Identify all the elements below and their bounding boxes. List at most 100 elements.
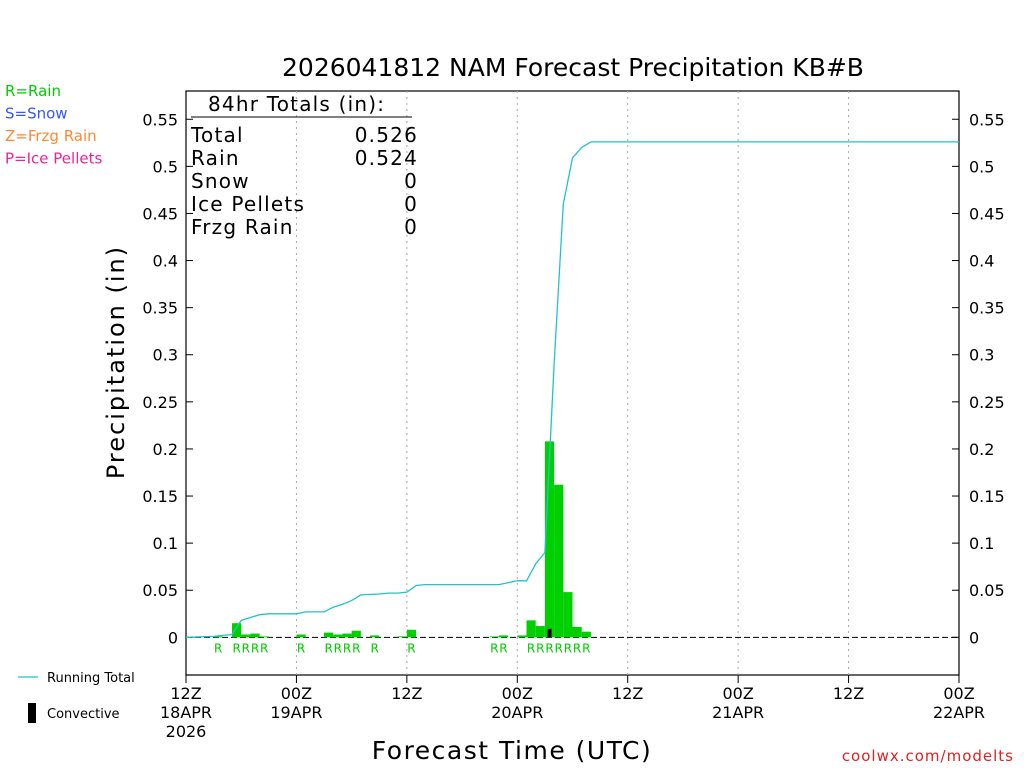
credit-text: coolwx.com/modelts — [842, 747, 1014, 765]
x-tick-label: 00Z — [281, 684, 312, 703]
ptype-mark: R — [499, 641, 507, 655]
y-tick-label: 0.15 — [142, 487, 178, 506]
y-tick-label: 0.1 — [969, 534, 994, 553]
precip-bar — [544, 441, 555, 638]
ptype-mark: R — [334, 641, 342, 655]
precip-bar — [517, 635, 527, 638]
totals-box: 84hr Totals (in): Total 0.526 Rain 0.524 Sno… — [190, 92, 418, 239]
precip-bar — [498, 635, 509, 638]
totals-row-value: 0 — [404, 169, 418, 193]
x-tick-label: 12Z — [833, 684, 864, 703]
running-total-line — [185, 141, 959, 638]
totals-header: 84hr Totals (in): — [208, 92, 385, 116]
x-tick-label: 00Z — [502, 684, 533, 703]
precip-bar — [554, 484, 564, 638]
ptype-legend-item: S=Snow — [5, 105, 68, 123]
precip-bar — [342, 633, 352, 638]
precip-bar — [241, 634, 251, 638]
y-tick-label: 0.25 — [142, 393, 178, 412]
y-tick-label: 0.2 — [153, 440, 178, 459]
x-axis-label: Forecast Time (UTC) — [372, 736, 652, 765]
totals-row-value: 0 — [404, 215, 418, 239]
y-axis-label: Precipitation (in) — [102, 245, 130, 479]
totals-row-label: Ice Pellets — [191, 192, 305, 216]
x-tick-label: 12Z — [170, 684, 201, 703]
precip-bar — [370, 635, 380, 638]
totals-row-label: Total — [190, 123, 244, 147]
precip-bar — [526, 620, 536, 638]
y-tick-label: 0.15 — [969, 487, 1005, 506]
ptype-mark: R — [297, 641, 305, 655]
precip-bar — [535, 626, 545, 638]
precip-bar — [213, 636, 223, 638]
y-tick-label: 0.55 — [969, 110, 1005, 129]
ptype-mark: R — [370, 641, 378, 655]
totals-row-label: Snow — [191, 169, 250, 193]
ptype-legend-item: P=Ice Pellets — [5, 150, 102, 168]
ptype-mark: R — [352, 641, 360, 655]
y-tick-label: 0.1 — [153, 534, 178, 553]
precip-bar — [489, 636, 499, 638]
x-tick-year: 2026 — [166, 722, 207, 741]
y-tick-label: 0.35 — [969, 299, 1005, 318]
precip-bar — [333, 634, 343, 638]
ptype-mark: R — [536, 641, 544, 655]
ptype-mark: R — [260, 641, 268, 655]
y-tick-label: 0.3 — [153, 346, 178, 365]
y-tick-label: 0.5 — [969, 157, 994, 176]
precip-bars — [213, 441, 591, 638]
y-tick-label: 0.45 — [969, 204, 1005, 223]
precip-bar — [324, 632, 334, 638]
ptype-mark: R — [527, 641, 535, 655]
precip-bar — [259, 636, 269, 638]
precip-bar — [563, 592, 573, 638]
ptype-mark: R — [232, 641, 240, 655]
ptype-mark: R — [573, 641, 581, 655]
y-tick-label: 0.25 — [969, 393, 1005, 412]
ptype-mark: R — [582, 641, 590, 655]
ptype-mark: R — [324, 641, 332, 655]
convective-legend-label: Convective — [47, 707, 120, 722]
x-tick-date: 18APR — [160, 703, 212, 722]
y-tick-label: 0 — [168, 628, 178, 647]
ptype-mark: R — [545, 641, 553, 655]
y-axis-right: 0 0.05 0.1 0.15 0.2 0.25 0.3 0.35 0.4 0.45 0.5 0.55 — [952, 110, 1005, 647]
y-tick-label: 0.2 — [969, 440, 994, 459]
precip-bar — [572, 626, 582, 638]
ptype-mark: R — [407, 641, 415, 655]
chart-title: 2026041812 NAM Forecast Precipitation KB… — [282, 53, 864, 82]
totals-row-label: Frzg Rain — [191, 215, 294, 239]
precip-bar — [406, 629, 417, 638]
plot-frame — [185, 90, 960, 676]
y-tick-label: 0.05 — [969, 581, 1005, 600]
x-tick-date: 20APR — [491, 703, 543, 722]
running-total-legend-label: Running Total — [47, 671, 135, 686]
totals-row-value: 0.526 — [355, 123, 418, 147]
y-tick-label: 0.5 — [153, 157, 178, 176]
totals-row-label: Rain — [191, 146, 240, 170]
ptype-mark: R — [555, 641, 563, 655]
ptype-mark: R — [564, 641, 572, 655]
precip-bar — [296, 634, 306, 638]
y-tick-label: 0.45 — [142, 204, 178, 223]
convective-bars — [547, 628, 552, 638]
y-tick-label: 0.4 — [969, 252, 994, 271]
x-tick-date: 19APR — [270, 703, 322, 722]
y-tick-label: 0.35 — [142, 299, 178, 318]
totals-row-value: 0 — [404, 192, 418, 216]
y-axis-left: 0 0.05 0.1 0.15 0.2 0.25 0.3 0.35 0.4 0.45 0.5 0.55 — [142, 110, 193, 647]
x-tick-date: 21APR — [712, 703, 764, 722]
y-tick-label: 0.05 — [142, 581, 178, 600]
vertical-grid — [295, 91, 850, 675]
ptype-mark: R — [343, 641, 351, 655]
y-tick-label: 0.55 — [142, 110, 178, 129]
ptype-mark: R — [251, 641, 259, 655]
precip-bar — [397, 636, 407, 638]
totals-row-value: 0.524 — [355, 146, 418, 170]
ptype-legend-item: Z=Frzg Rain — [5, 127, 97, 145]
x-tick-label: 12Z — [391, 684, 422, 703]
ptype-mark: R — [242, 641, 250, 655]
